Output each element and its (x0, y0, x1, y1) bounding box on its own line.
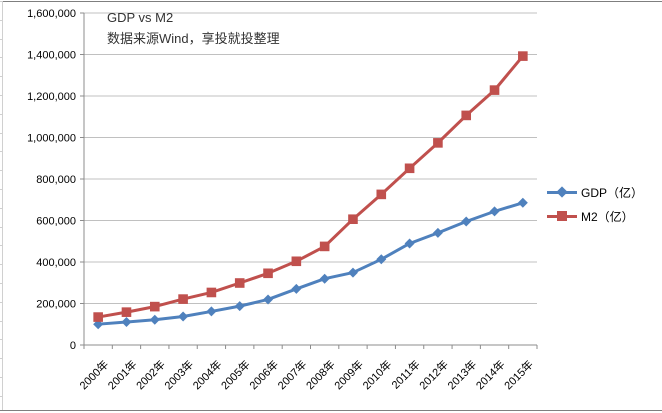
legend-item-gdp[interactable]: GDP（亿） (547, 184, 643, 200)
legend-label-gdp: GDP（亿） (581, 185, 644, 200)
x-axis-label: 2003年 (161, 357, 196, 392)
spreadsheet-row-gridline (0, 245, 3, 246)
x-axis-label: 2015年 (501, 357, 536, 392)
m2-data-point[interactable] (149, 301, 160, 312)
spreadsheet-row-gridline (0, 1, 3, 2)
spreadsheet-row-gridline (0, 377, 3, 378)
m2-data-point[interactable] (206, 287, 217, 298)
m2-data-point[interactable] (263, 268, 273, 279)
x-axis-label: 2005年 (218, 357, 253, 392)
chart-title: GDP vs M2 (107, 10, 174, 25)
gdp-series-line[interactable] (98, 201, 524, 326)
m2-data-point[interactable] (319, 241, 330, 252)
y-axis-label: 600,000 (36, 216, 76, 228)
spreadsheet-row-gridline (0, 189, 3, 190)
y-axis-label: 1,000,000 (27, 133, 76, 145)
chart-subtitle: 数据来源Wind，享投就投整理 (107, 31, 280, 46)
spreadsheet-row-gridline (0, 339, 3, 340)
spreadsheet-row-gridline (0, 302, 3, 303)
gdp-data-point[interactable] (291, 283, 302, 294)
spreadsheet-row-gridline (0, 227, 3, 228)
gdp-data-point[interactable] (206, 306, 217, 317)
legend-label-m2: M2（亿） (581, 209, 634, 224)
spreadsheet-row-gridline (0, 170, 3, 171)
m2-data-point[interactable] (489, 85, 500, 95)
spreadsheet-row-gridline (0, 76, 3, 77)
spreadsheet-row-gridline (0, 396, 3, 397)
m2-data-point[interactable] (433, 138, 443, 148)
m2-data-point[interactable] (121, 307, 132, 317)
x-axis-label: 2010年 (359, 357, 394, 392)
gdp-data-point[interactable] (432, 227, 443, 238)
spreadsheet-row-gridline (0, 151, 3, 152)
gdp-data-point[interactable] (376, 254, 387, 265)
m2-data-point[interactable] (404, 163, 415, 174)
chart-title-block: GDP vs M2 数据来源Wind，享投就投整理 (107, 8, 280, 49)
y-axis-label: 200,000 (36, 299, 76, 311)
y-axis-label: 1,600,000 (27, 8, 76, 20)
m2-data-point[interactable] (461, 110, 472, 121)
m2-data-point[interactable] (518, 51, 528, 61)
gdp-data-point[interactable] (234, 301, 245, 312)
x-axis-label: 2009年 (331, 357, 366, 392)
gdp-data-point[interactable] (121, 316, 132, 327)
gdp-data-point[interactable] (319, 273, 330, 284)
spreadsheet-gridline-left (2, 1, 3, 410)
spreadsheet-row-gridline (0, 264, 3, 265)
y-axis-label: 400,000 (36, 257, 76, 269)
x-axis-label: 2004年 (190, 357, 225, 392)
y-axis-label: 0 (70, 340, 76, 352)
x-axis-label: 2011年 (388, 357, 422, 391)
x-axis-label: 2014年 (473, 357, 508, 392)
gdp-line-diamond-marker-icon (547, 184, 577, 200)
m2-data-point[interactable] (291, 256, 302, 267)
m2-data-point[interactable] (93, 312, 103, 322)
spreadsheet-row-gridline (0, 95, 3, 96)
spreadsheet-row-gridline (0, 283, 3, 284)
gdp-data-point[interactable] (461, 216, 472, 227)
legend: GDP（亿） M2（亿） (547, 184, 643, 224)
gdp-data-point[interactable] (149, 314, 160, 325)
spreadsheet-row-gridline (0, 114, 3, 115)
spreadsheet-row-gridline (0, 358, 3, 359)
x-axis-label: 2013年 (444, 357, 479, 392)
y-axis-label: 1,200,000 (27, 91, 76, 103)
gdp-data-point[interactable] (489, 206, 500, 217)
spreadsheet-row-gridline (0, 39, 3, 40)
gdp-data-point[interactable] (517, 197, 528, 208)
m2-data-point[interactable] (348, 214, 358, 225)
m2-data-point[interactable] (376, 189, 387, 200)
gdp-data-point[interactable] (178, 311, 189, 322)
spreadsheet-row-gridline (0, 57, 3, 58)
y-axis-label: 1,400,000 (27, 50, 76, 62)
spreadsheet-row-gridline (0, 20, 3, 21)
m2-data-point[interactable] (178, 294, 188, 304)
x-axis-label: 2000年 (76, 357, 111, 392)
gdp-data-point[interactable] (404, 238, 415, 249)
spreadsheet-row-gridline (0, 321, 3, 322)
gdp-data-point[interactable] (263, 294, 274, 305)
gdp-data-point[interactable] (347, 267, 358, 278)
spreadsheet-row-gridline (0, 208, 3, 209)
m2-series-line[interactable] (97, 55, 524, 319)
x-axis-label: 2002年 (133, 357, 168, 392)
x-axis-label: 2001年 (105, 357, 140, 392)
x-axis-label: 2008年 (303, 357, 338, 392)
spreadsheet-gridline-top (0, 1, 662, 2)
spreadsheet-row-gridline (0, 133, 3, 134)
legend-item-m2[interactable]: M2（亿） (547, 208, 643, 224)
spreadsheet-gridline-bottom (0, 410, 662, 411)
y-axis-label: 800,000 (36, 174, 76, 186)
x-axis-label: 2007年 (274, 357, 309, 392)
m2-data-point[interactable] (234, 278, 245, 288)
x-axis-label: 2006年 (246, 357, 281, 392)
x-axis-label: 2012年 (416, 357, 451, 392)
m2-line-square-marker-icon (547, 208, 577, 224)
